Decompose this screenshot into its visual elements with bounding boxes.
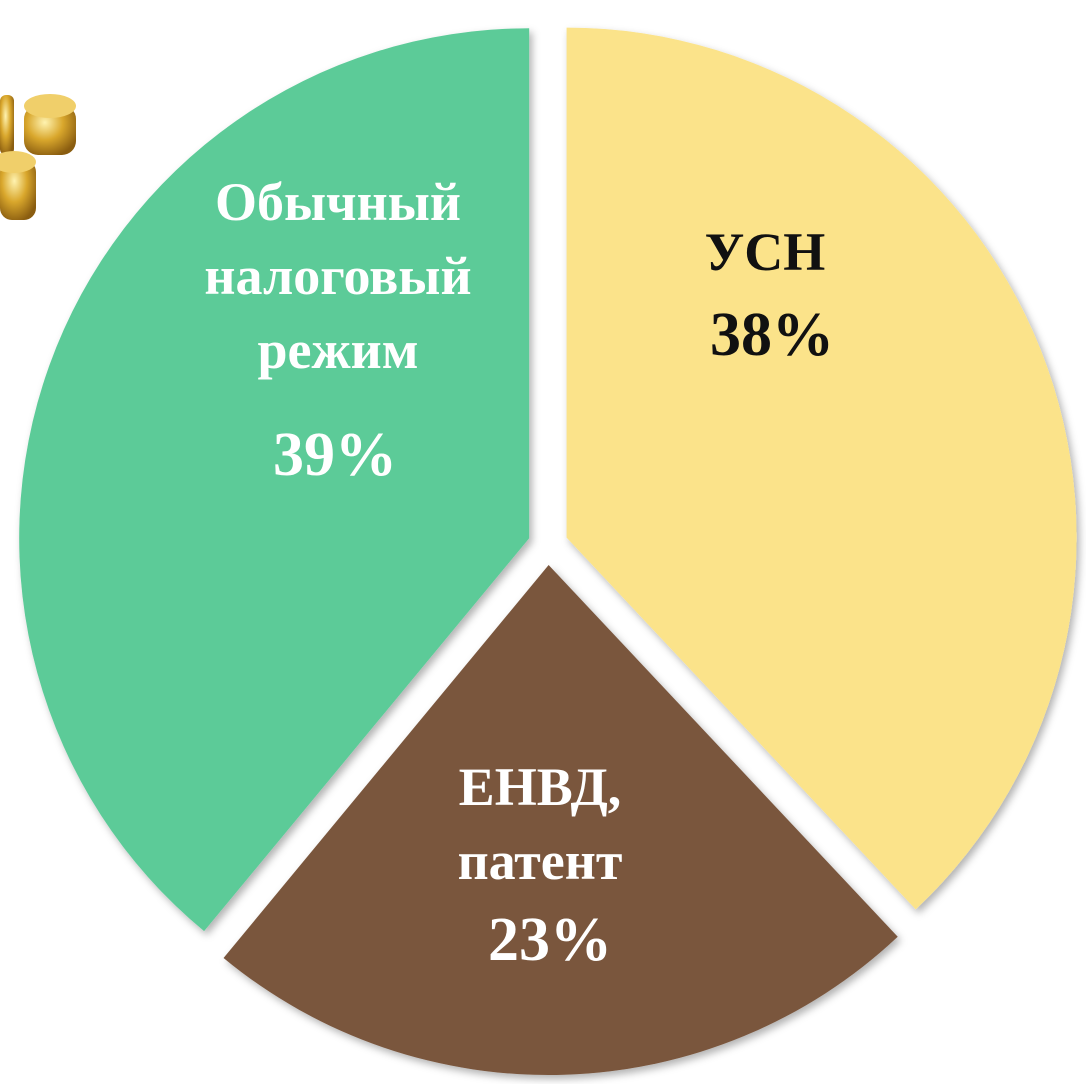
value-label: 39% <box>273 421 397 489</box>
pie-slice <box>223 564 898 1075</box>
slice-label: ЕНВД, патент <box>457 757 623 891</box>
pie <box>19 27 1077 1075</box>
value-label: 23% <box>488 906 612 974</box>
slice-label: Обычный налоговый режим <box>204 172 472 380</box>
pie-slice <box>566 27 1077 910</box>
value-label: 38% <box>710 301 834 369</box>
pie-slice <box>19 28 530 932</box>
slice-label: УСН <box>704 222 826 282</box>
coins-decoration <box>0 94 76 220</box>
